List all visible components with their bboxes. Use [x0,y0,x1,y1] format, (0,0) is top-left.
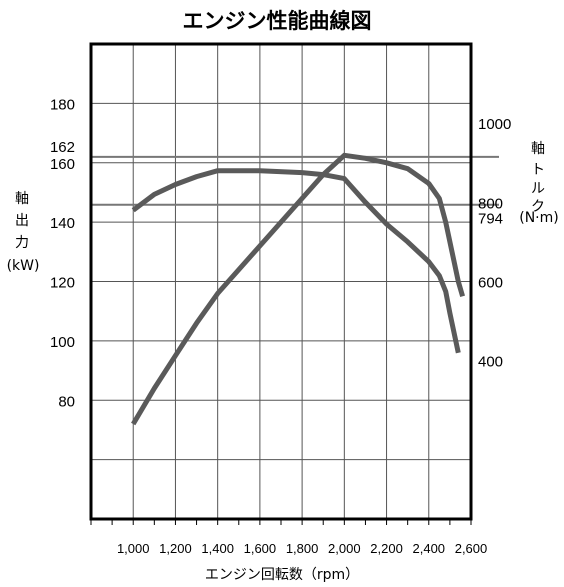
chart-title: エンジン性能曲線図 [183,9,372,33]
left-tick-label: 162 [50,139,75,156]
power-curve [131,152,466,426]
x-tick-labels: 1,000 1,200 1,400 1,600 1,800 2,000 2,200 2,400… [117,541,487,556]
x-tick-label: 1,400 [201,541,234,556]
x-tick-label: 2,000 [328,541,361,556]
right-axis-label-part: ル [531,181,545,197]
x-tick-label: 1,800 [286,541,319,556]
left-axis-label-part: (kW) [7,258,40,274]
left-axis-label-part: 軸 [15,191,29,207]
x-tick-label: 1,000 [117,541,150,556]
plot-frame [89,42,473,521]
x-tick-label: 1,600 [244,541,277,556]
x-tick-label: 2,200 [370,541,403,556]
left-axis-label-part: 出 [15,213,29,229]
right-tick-label: 800 [478,195,503,212]
left-tick-label: 140 [50,215,75,232]
x-tick-label: 2,400 [413,541,446,556]
left-axis-label-part: 力 [15,235,29,251]
right-tick-label: 600 [478,275,503,292]
torque-curve [131,168,461,354]
right-axis-label-part: (N·m) [519,210,558,226]
x-tick-label: 2,600 [455,541,488,556]
left-tick-label: 80 [58,393,75,410]
x-axis-label: エンジン回転数（rpm） [205,567,359,583]
right-axis-label-part: ト [531,162,545,178]
left-axis-label: 軸出力 (kW) [7,191,40,274]
series-group [131,152,466,426]
left-tick-label: 160 [50,156,75,173]
right-tick-label: 400 [478,354,503,371]
x-tick-label: 1,200 [159,541,192,556]
left-tick-label: 120 [50,275,75,292]
right-axis-label-part: ク [531,199,545,215]
left-tick-label: 180 [50,96,75,113]
right-tick-label: 1000 [478,116,511,133]
grid-lines [90,44,472,525]
right-tick-label: 794 [478,211,503,228]
right-axis-label-part: 軸 [531,141,545,157]
left-tick-label: 100 [50,334,75,351]
